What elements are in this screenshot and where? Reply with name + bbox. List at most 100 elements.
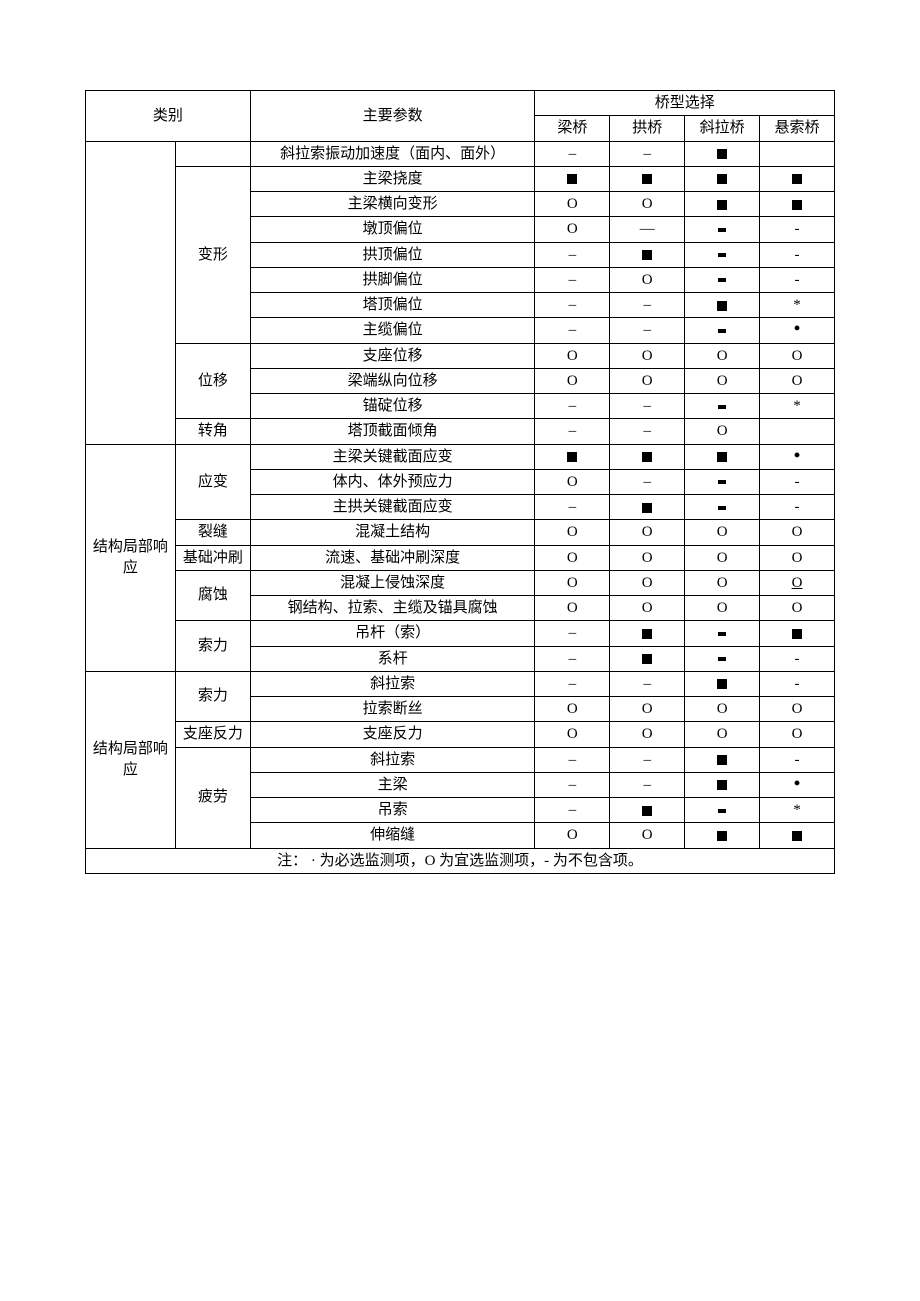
value-cell: * (760, 293, 835, 318)
value-cell: – (535, 747, 610, 772)
value-cell: O (760, 596, 835, 621)
value-cell: O (685, 368, 760, 393)
value-cell: • (760, 772, 835, 797)
value-cell: O (610, 520, 685, 545)
header-bridge-cable: 斜拉桥 (685, 116, 760, 141)
param-cell: 墩顶偏位 (250, 217, 535, 242)
header-row-1: 类别 主要参数 桥型选择 (86, 91, 835, 116)
header-bridge-arch: 拱桥 (610, 116, 685, 141)
category-cell (86, 141, 176, 444)
value-cell: O (535, 722, 610, 747)
value-cell: – (535, 419, 610, 444)
value-cell: O (760, 368, 835, 393)
value-cell (610, 444, 685, 469)
subcategory-cell: 变形 (175, 166, 250, 343)
value-cell (685, 772, 760, 797)
param-cell: 拉索断丝 (250, 697, 535, 722)
header-bridge-beam: 梁桥 (535, 116, 610, 141)
value-cell: O (760, 343, 835, 368)
value-cell (685, 293, 760, 318)
header-category: 类别 (86, 91, 251, 142)
subcategory-cell: 索力 (175, 621, 250, 672)
value-cell: - (760, 671, 835, 696)
value-cell: – (610, 671, 685, 696)
value-cell: – (610, 469, 685, 494)
subcategory-cell: 裂缝 (175, 520, 250, 545)
value-cell: – (535, 318, 610, 343)
value-cell: – (610, 318, 685, 343)
footnote-row: 注： · 为必选监测项，O 为宜选监测项，- 为不包含项。 (86, 848, 835, 873)
value-cell (610, 798, 685, 823)
param-cell: 锚碇位移 (250, 394, 535, 419)
value-cell: * (760, 394, 835, 419)
value-cell: – (535, 798, 610, 823)
value-cell: O (535, 697, 610, 722)
subcategory-cell: 疲劳 (175, 747, 250, 848)
header-bridge-group: 桥型选择 (535, 91, 835, 116)
value-cell: O (535, 823, 610, 848)
param-cell: 混凝土结构 (250, 520, 535, 545)
subcategory-cell: 基础冲刷 (175, 545, 250, 570)
value-cell: O (610, 697, 685, 722)
subcategory-cell: 应变 (175, 444, 250, 520)
value-cell: O (685, 697, 760, 722)
value-cell: O (535, 368, 610, 393)
value-cell: - (760, 469, 835, 494)
param-cell: 塔顶截面倾角 (250, 419, 535, 444)
value-cell: O (685, 545, 760, 570)
value-cell: O (535, 520, 610, 545)
value-cell: – (535, 242, 610, 267)
table-row: 结构局部响应索力斜拉索––- (86, 671, 835, 696)
subcategory-cell: 支座反力 (175, 722, 250, 747)
value-cell: O (610, 192, 685, 217)
value-cell: – (535, 293, 610, 318)
value-cell: * (760, 798, 835, 823)
value-cell: O (685, 570, 760, 595)
header-bridge-suspension: 悬索桥 (760, 116, 835, 141)
value-cell: O (535, 469, 610, 494)
value-cell (685, 798, 760, 823)
value-cell (685, 495, 760, 520)
param-cell: 体内、体外预应力 (250, 469, 535, 494)
value-cell: O (760, 570, 835, 595)
value-cell: O (535, 570, 610, 595)
value-cell: O (535, 545, 610, 570)
value-cell (685, 217, 760, 242)
param-cell: 吊索 (250, 798, 535, 823)
param-cell: 混凝上侵蚀深度 (250, 570, 535, 595)
value-cell (685, 192, 760, 217)
param-cell: 主梁挠度 (250, 166, 535, 191)
value-cell (535, 444, 610, 469)
param-cell: 塔顶偏位 (250, 293, 535, 318)
param-cell: 流速、基础冲刷深度 (250, 545, 535, 570)
value-cell: O (535, 343, 610, 368)
value-cell (685, 318, 760, 343)
value-cell (610, 166, 685, 191)
value-cell: O (685, 419, 760, 444)
value-cell (610, 495, 685, 520)
value-cell: - (760, 495, 835, 520)
param-cell: 拱脚偏位 (250, 267, 535, 292)
value-cell (535, 166, 610, 191)
value-cell (685, 621, 760, 646)
value-cell (760, 823, 835, 848)
table-row: 结构局部响应应变主梁关键截面应变• (86, 444, 835, 469)
value-cell (610, 242, 685, 267)
value-cell: O (535, 596, 610, 621)
value-cell: – (535, 621, 610, 646)
value-cell (685, 242, 760, 267)
value-cell: O (685, 596, 760, 621)
value-cell: O (610, 570, 685, 595)
table-row: 基础冲刷流速、基础冲刷深度OOOO (86, 545, 835, 570)
param-cell: 支座位移 (250, 343, 535, 368)
value-cell: – (535, 646, 610, 671)
value-cell (685, 444, 760, 469)
value-cell: O (685, 343, 760, 368)
value-cell: – (535, 495, 610, 520)
value-cell (685, 823, 760, 848)
value-cell: – (610, 747, 685, 772)
value-cell (760, 419, 835, 444)
value-cell (685, 747, 760, 772)
value-cell (685, 166, 760, 191)
value-cell: – (535, 772, 610, 797)
